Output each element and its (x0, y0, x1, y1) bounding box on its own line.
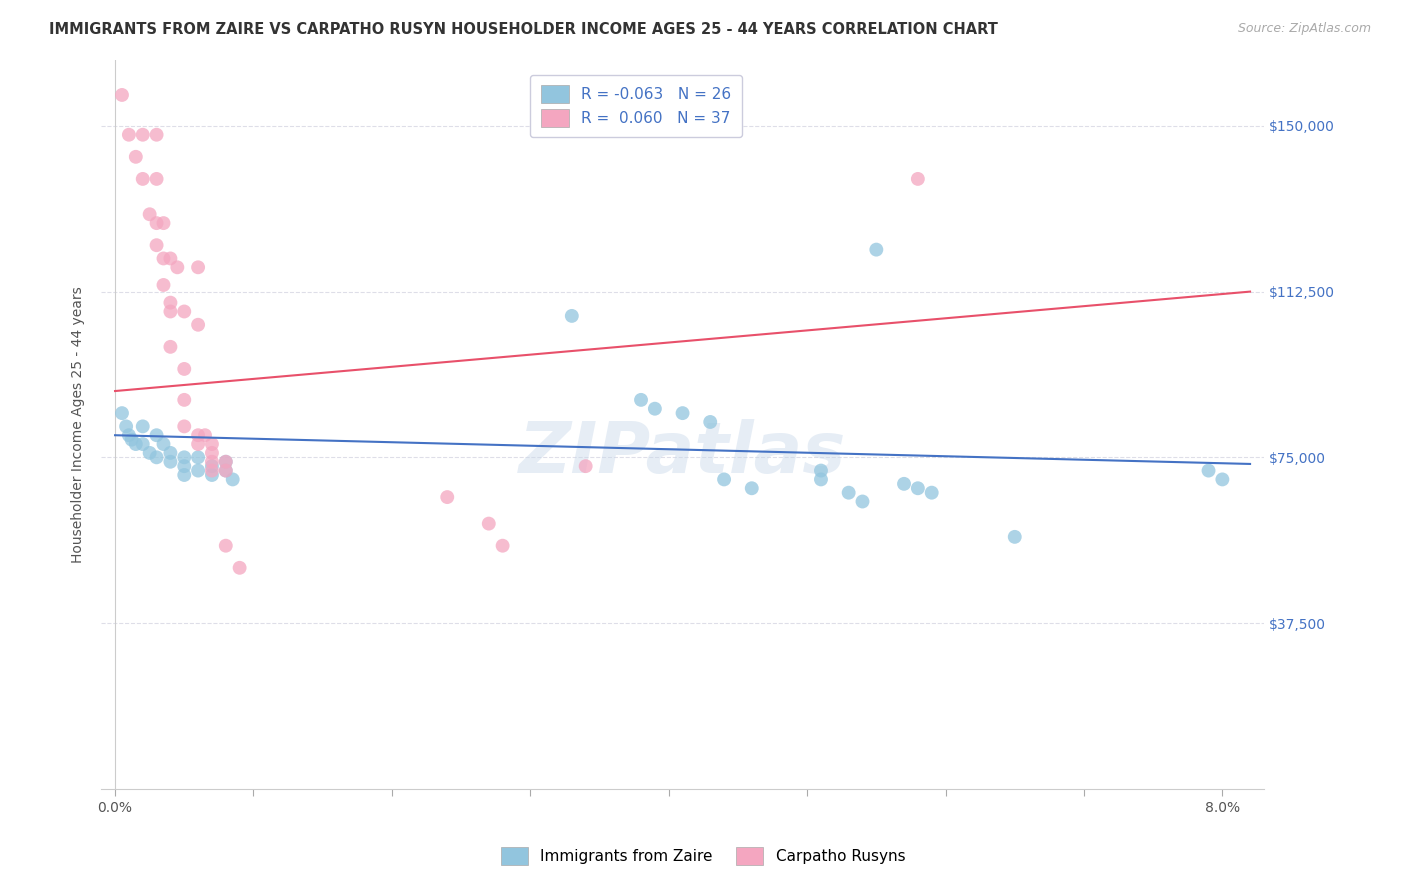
Point (173, 459, 195, 474)
Point (152, 277, 174, 292)
Point (215, 464, 238, 478)
Point (138, 446, 160, 460)
Point (215, 455, 238, 469)
Point (187, 318, 209, 332)
Point (865, 243, 887, 257)
Point (699, 415, 721, 429)
Point (173, 304, 195, 318)
Point (145, 238, 167, 252)
Point (132, 437, 155, 451)
Point (173, 419, 195, 434)
Point (173, 362, 195, 376)
Legend: Immigrants from Zaire, Carpatho Rusyns: Immigrants from Zaire, Carpatho Rusyns (495, 841, 911, 871)
Point (159, 252, 181, 266)
Point (152, 252, 174, 266)
Point (145, 128, 167, 142)
Point (152, 216, 174, 230)
Point (630, 392, 652, 407)
Point (215, 455, 238, 469)
Point (201, 459, 224, 474)
Point (491, 539, 513, 553)
Point (201, 455, 224, 469)
Point (173, 468, 195, 483)
Point (159, 340, 181, 354)
Point (222, 472, 245, 486)
Point (907, 481, 929, 495)
Point (201, 437, 224, 451)
Point (159, 295, 181, 310)
Point (838, 485, 860, 500)
Point (201, 468, 224, 483)
Point (125, 437, 148, 451)
Point (1004, 530, 1026, 544)
Point (125, 150, 148, 164)
Point (145, 428, 167, 442)
Point (215, 539, 238, 553)
Point (713, 472, 735, 486)
Point (1198, 464, 1220, 478)
Point (173, 392, 195, 407)
Point (159, 455, 181, 469)
Point (121, 433, 143, 447)
Point (187, 260, 209, 275)
Point (187, 464, 209, 478)
Point (159, 304, 181, 318)
Point (115, 419, 138, 434)
Point (111, 406, 134, 420)
Point (215, 464, 238, 478)
Y-axis label: Householder Income Ages 25 - 44 years: Householder Income Ages 25 - 44 years (72, 285, 86, 563)
Point (561, 309, 583, 323)
Point (575, 459, 598, 474)
Point (173, 450, 195, 465)
Point (810, 464, 832, 478)
Point (187, 428, 209, 442)
Point (132, 128, 155, 142)
Point (907, 172, 929, 186)
Point (166, 260, 188, 275)
Point (145, 216, 167, 230)
Point (228, 561, 250, 575)
Point (644, 401, 666, 416)
Point (138, 207, 160, 221)
Point (118, 128, 141, 142)
Point (159, 446, 181, 460)
Point (145, 450, 167, 465)
Point (152, 437, 174, 451)
Point (921, 485, 943, 500)
Text: IMMIGRANTS FROM ZAIRE VS CARPATHO RUSYN HOUSEHOLDER INCOME AGES 25 - 44 YEARS CO: IMMIGRANTS FROM ZAIRE VS CARPATHO RUSYN … (49, 22, 998, 37)
Point (893, 476, 915, 491)
Point (810, 472, 832, 486)
Point (741, 481, 763, 495)
Point (187, 437, 209, 451)
Point (111, 87, 134, 102)
Legend: R = -0.063   N = 26, R =  0.060   N = 37: R = -0.063 N = 26, R = 0.060 N = 37 (530, 75, 742, 137)
Point (851, 494, 873, 508)
Point (478, 516, 501, 531)
Point (132, 172, 155, 186)
Point (132, 419, 155, 434)
Point (436, 490, 458, 504)
Point (671, 406, 693, 420)
Point (187, 450, 209, 465)
Point (145, 172, 167, 186)
Point (118, 428, 141, 442)
Point (194, 428, 217, 442)
Point (201, 446, 224, 460)
Point (201, 464, 224, 478)
Point (1211, 472, 1233, 486)
Text: ZIPatlas: ZIPatlas (519, 419, 846, 488)
Text: Source: ZipAtlas.com: Source: ZipAtlas.com (1237, 22, 1371, 36)
